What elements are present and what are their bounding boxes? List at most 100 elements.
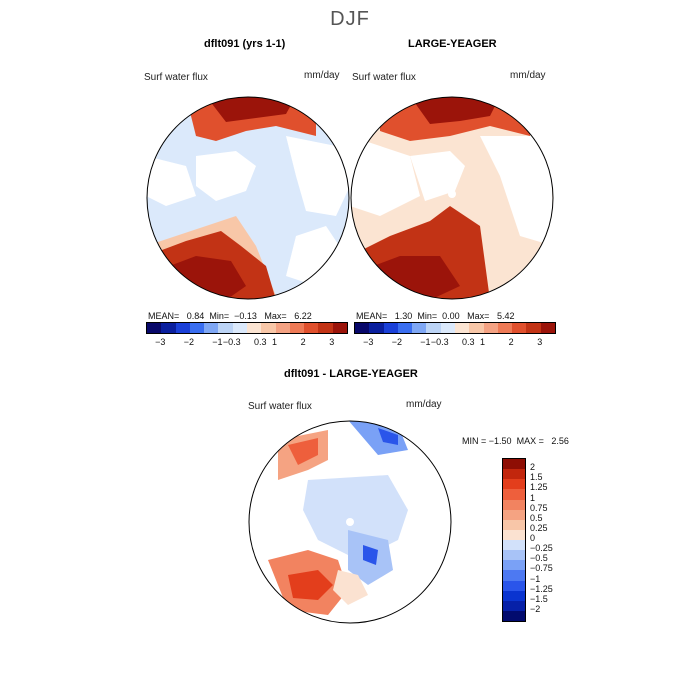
diff-atlantic-peak	[288, 570, 333, 600]
colorbar-swatch	[275, 323, 290, 333]
diff-colorbar-swatch	[503, 600, 525, 611]
diff-colorbar-tick-label: −0.25	[530, 543, 553, 554]
colorbar-swatch	[204, 323, 219, 333]
diff-colorbar-swatch	[503, 499, 525, 510]
diff-colorbar-tick-label: 0	[530, 533, 536, 543]
colorbar-swatch	[147, 323, 162, 333]
panel2-units-label: mm/day	[510, 70, 546, 81]
diff-north-sea-positive	[333, 570, 368, 605]
diff-colorbar-swatch	[503, 529, 525, 540]
colorbar-swatch	[440, 323, 455, 333]
colorbar-tick-label: −2	[183, 337, 194, 347]
diff-colorbar-tick-label: 0.75	[530, 502, 548, 513]
panel2-pole-hole	[448, 190, 456, 198]
season-title: DJF	[330, 8, 370, 30]
panel1-title: dflt091 (yrs 1-1)	[204, 38, 286, 50]
panel2-colorbar	[354, 322, 556, 334]
colorbar-swatch	[526, 323, 541, 333]
diff-colorbar-tick-label: 0.5	[530, 512, 543, 523]
colorbar-swatch	[246, 323, 262, 333]
colorbar-tick-label: 3	[537, 337, 543, 347]
colorbar-swatch	[175, 323, 190, 333]
colorbar-tick-label: 0.3	[254, 337, 267, 347]
colorbar-swatch	[397, 323, 413, 333]
panel1-map-boundary	[146, 96, 350, 300]
colorbar-tick-label: 3	[329, 337, 335, 347]
panel1-landmass-west	[147, 156, 196, 206]
diff-colorbar-tick-label: −1	[530, 573, 541, 584]
diff-colorbar-ticks: 2 1.5 1.25 1 0.75 0.5 0.25 0 −0.25 −0.5 −0.75 −1 −1.…	[530, 458, 570, 620]
colorbar-swatch	[218, 323, 233, 333]
diff-colorbar	[502, 458, 526, 622]
colorbar-swatch	[318, 323, 333, 333]
panel2-landmass-west	[351, 136, 420, 216]
diff-colorbar-swatch	[503, 570, 525, 581]
colorbar-tick-label: 1	[272, 337, 278, 347]
colorbar-tick-label: 1	[480, 337, 486, 347]
colorbar-swatch	[426, 323, 441, 333]
colorbar-swatch	[540, 323, 555, 333]
diff-europe-peak-negative	[363, 545, 378, 565]
panel1-units-label: mm/day	[304, 70, 340, 81]
diff-colorbar-swatch	[503, 540, 525, 551]
colorbar-tick-label: −0.3	[430, 337, 449, 347]
colorbar-tick-label: −1	[212, 337, 223, 347]
diff-colorbar-tick-label: 1.5	[530, 472, 543, 483]
panel1-colorbar-ticks: −3 −2 −1 −0.3 0.3 1 2 3	[146, 337, 346, 349]
diff-pole-hole	[346, 518, 354, 526]
diff-north-peak-negative	[378, 428, 398, 445]
colorbar-swatch	[189, 323, 205, 333]
diff-title: dflt091 - LARGE-YEAGER	[284, 368, 418, 380]
panel1-stats: MEAN= 0.84 Min= −0.13 Max= 6.22	[148, 311, 312, 321]
panel2-stats: MEAN= 1.30 Min= 0.00 Max= 5.42	[356, 311, 515, 321]
diff-colorbar-tick-label: −0.5	[530, 553, 548, 564]
colorbar-swatch	[355, 323, 370, 333]
colorbar-swatch	[497, 323, 513, 333]
diff-colorbar-tick-label: 1.25	[530, 482, 548, 493]
diff-pacific-peak	[288, 438, 318, 465]
colorbar-swatch	[512, 323, 527, 333]
colorbar-tick-label: −3	[155, 337, 166, 347]
diff-colorbar-swatch	[503, 580, 525, 591]
diff-variable-label: Surf water flux	[248, 401, 312, 412]
colorbar-swatch	[483, 323, 498, 333]
panel1-polar-map	[146, 96, 350, 300]
panel2-pacific-peak-flux	[410, 97, 500, 124]
diff-colorbar-swatch	[503, 610, 525, 621]
diff-colorbar-tick-label: −2	[530, 603, 541, 614]
diff-colorbar-tick-label: −1.5	[530, 593, 548, 604]
colorbar-swatch	[369, 323, 384, 333]
diff-polar-map	[248, 420, 452, 624]
colorbar-swatch	[289, 323, 305, 333]
diff-stats: MIN = −1.50 MAX = 2.56	[462, 436, 569, 446]
diff-colorbar-swatch	[503, 479, 525, 490]
panel2-polar-map	[350, 96, 554, 300]
panel1-landmass-greenland	[196, 151, 256, 201]
panel2-variable-label: Surf water flux	[352, 72, 416, 83]
panel2-map-boundary	[350, 96, 554, 300]
colorbar-swatch	[412, 323, 427, 333]
diff-colorbar-swatch	[503, 550, 525, 561]
colorbar-tick-label: −1	[420, 337, 431, 347]
diff-colorbar-swatch	[503, 509, 525, 520]
diff-colorbar-tick-label: 1	[530, 492, 536, 503]
diff-colorbar-swatch	[503, 590, 525, 601]
diff-map-boundary	[248, 420, 452, 624]
diff-colorbar-swatch	[503, 489, 525, 500]
colorbar-tick-label: −0.3	[222, 337, 241, 347]
colorbar-swatch	[161, 323, 176, 333]
colorbar-swatch	[383, 323, 398, 333]
colorbar-tick-label: 0.3	[462, 337, 475, 347]
panel1-landmass-siberia	[286, 136, 349, 216]
diff-colorbar-swatch	[503, 469, 525, 480]
colorbar-swatch	[469, 323, 484, 333]
colorbar-swatch	[261, 323, 276, 333]
diff-colorbar-swatch	[503, 519, 525, 530]
diff-units-label: mm/day	[406, 399, 442, 410]
colorbar-tick-label: −3	[363, 337, 374, 347]
panel1-variable-label: Surf water flux	[144, 72, 208, 83]
panel2-colorbar-ticks: −3 −2 −1 −0.3 0.3 1 2 3	[354, 337, 554, 349]
panel2-landmass-greenland	[410, 151, 465, 201]
colorbar-tick-label: 2	[508, 337, 514, 347]
diff-colorbar-tick-label: −1.25	[530, 583, 553, 594]
